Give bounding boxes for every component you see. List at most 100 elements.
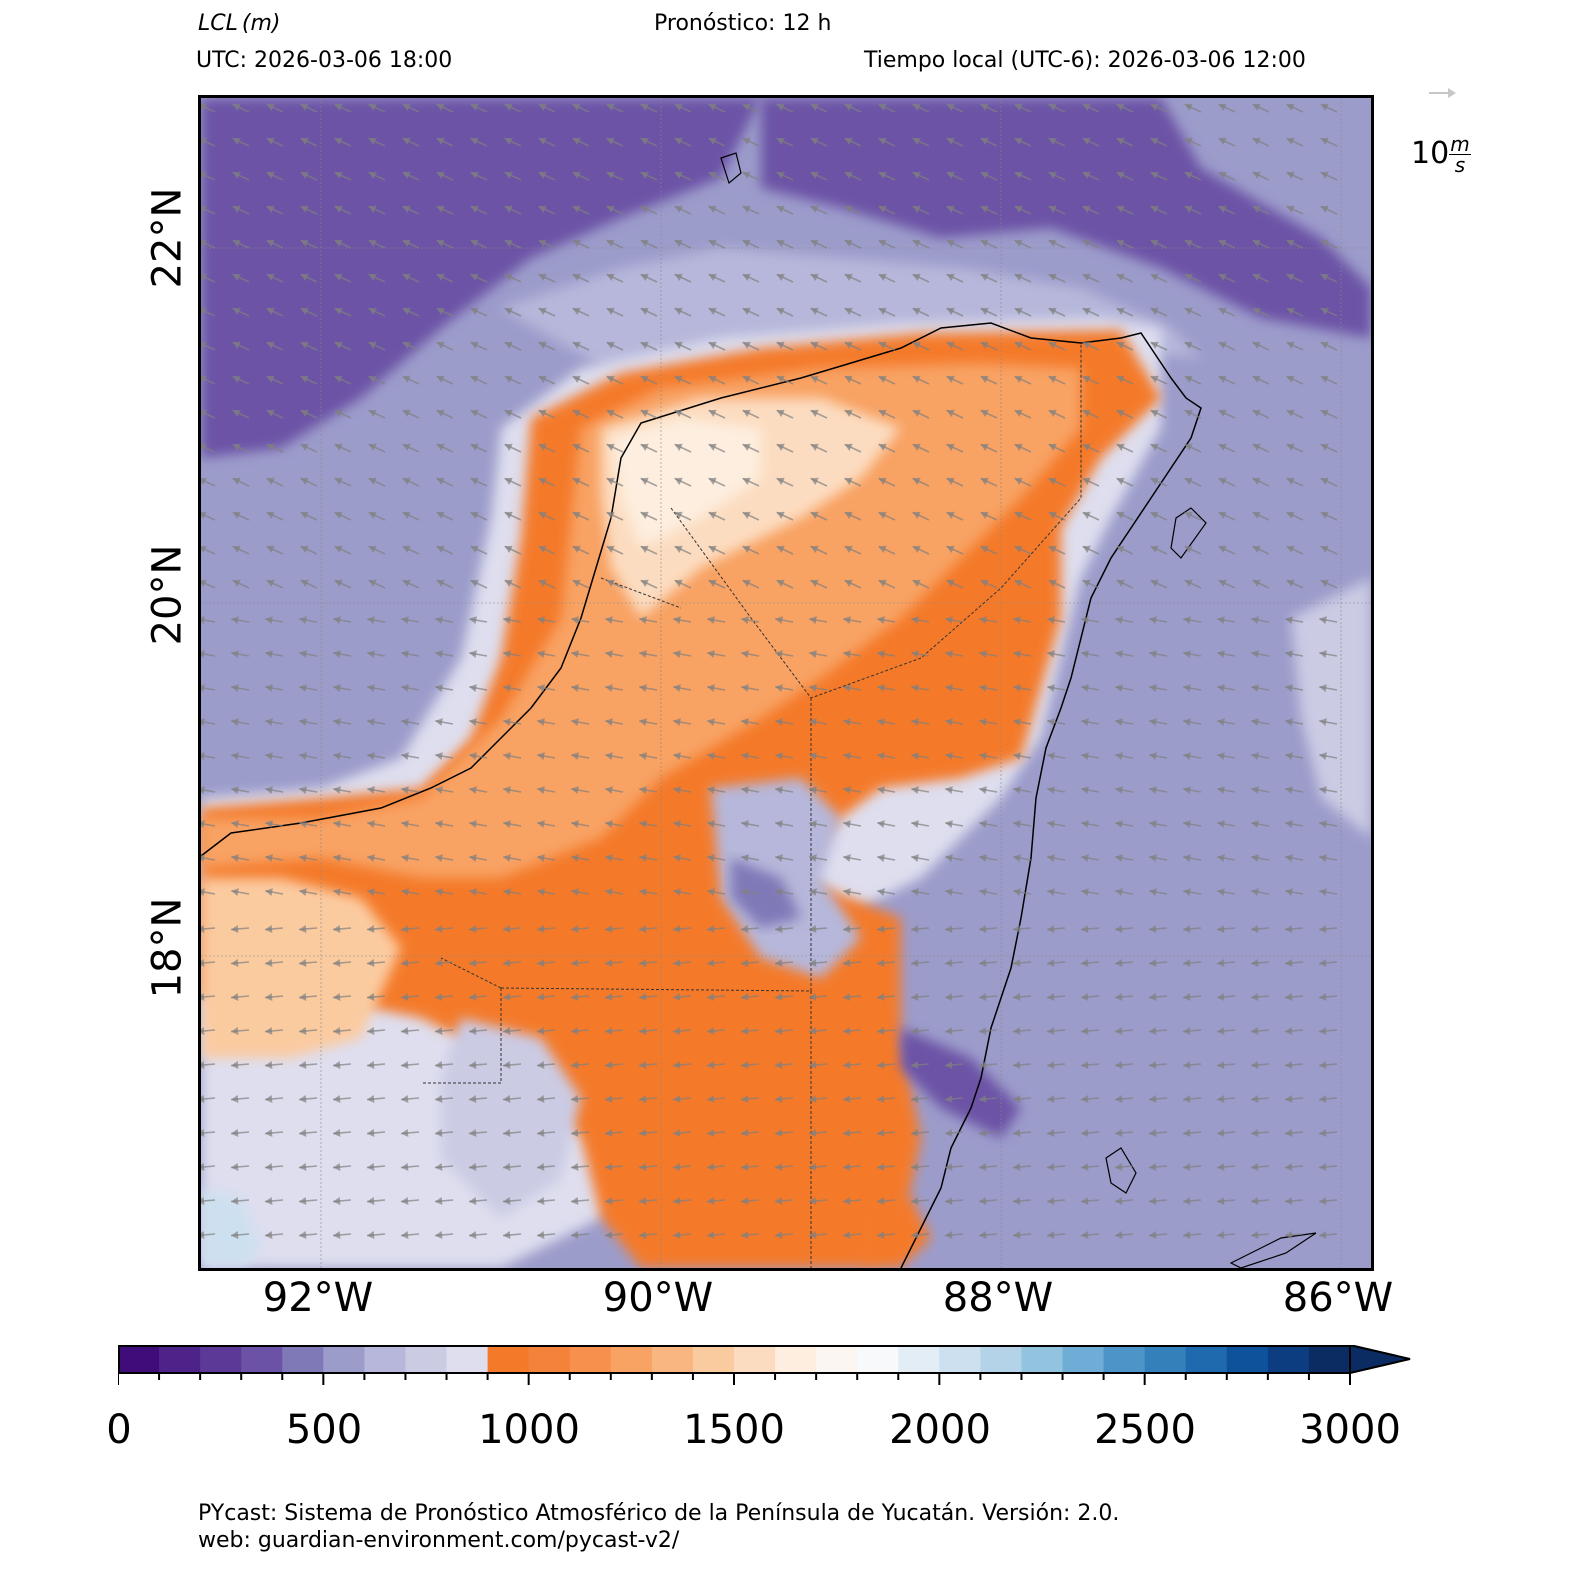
wind-arrow-head bbox=[201, 443, 207, 451]
wind-arrow-head bbox=[1116, 273, 1125, 281]
wind-arrow-head bbox=[1320, 103, 1329, 111]
wind-arrow-head bbox=[435, 650, 443, 659]
wind-arrow-head bbox=[503, 786, 511, 795]
wind-arrow-head bbox=[1149, 786, 1157, 795]
wind-arrow-head bbox=[741, 992, 749, 1001]
map-panel[interactable] bbox=[198, 95, 1374, 1271]
wind-arrow-head bbox=[1217, 1060, 1225, 1069]
wind-arrow-head bbox=[232, 171, 241, 179]
wind-arrow-head bbox=[265, 650, 273, 659]
wind-arrow-head bbox=[368, 171, 377, 179]
lcl-field-1300m bbox=[201, 363, 1081, 878]
wind-arrow-head bbox=[979, 752, 987, 761]
wind-arrow-head bbox=[946, 443, 955, 451]
wind-arrow-head bbox=[979, 1230, 987, 1239]
wind-arrow-head bbox=[367, 1162, 375, 1171]
wind-arrow-head bbox=[673, 684, 681, 693]
wind-arrow-head bbox=[266, 205, 275, 213]
wind-arrow-head bbox=[504, 205, 513, 213]
wind-arrow-head bbox=[1082, 171, 1091, 179]
wind-arrow-head bbox=[537, 992, 545, 1001]
wind-arrow-head bbox=[367, 786, 375, 795]
wind-arrow-head bbox=[504, 341, 513, 349]
wind-arrow-head bbox=[1082, 477, 1091, 485]
wind-arrow-head bbox=[266, 239, 275, 247]
wind-arrow-head bbox=[1184, 273, 1193, 281]
wind-arrow-head bbox=[504, 511, 513, 519]
wind-arrow-head bbox=[674, 443, 683, 451]
wind-arrow-head bbox=[741, 752, 749, 761]
wind-arrow-head bbox=[538, 511, 547, 519]
wind-arrow-head bbox=[1285, 992, 1293, 1001]
wind-arrow-head bbox=[266, 477, 275, 485]
wind-arrow-head bbox=[1115, 992, 1123, 1001]
wind-arrow-head bbox=[606, 137, 615, 145]
wind-arrow-head bbox=[503, 820, 511, 829]
colorbar-bin bbox=[734, 1345, 776, 1373]
wind-arrow-head bbox=[571, 1230, 579, 1239]
wind-arrow-head bbox=[572, 273, 581, 281]
wind-arrow-head bbox=[571, 1128, 579, 1137]
wind-arrow-head bbox=[775, 854, 783, 863]
wind-arrow-head bbox=[810, 171, 819, 179]
wind-arrow-head bbox=[945, 888, 953, 897]
colorbar-bin bbox=[1021, 1345, 1064, 1373]
wind-arrow-head bbox=[402, 511, 411, 519]
wind-arrow-head bbox=[809, 888, 817, 897]
wind-arrow-head bbox=[1184, 443, 1193, 451]
wind-arrow-head bbox=[980, 307, 989, 315]
colorbar-bin bbox=[446, 1345, 489, 1373]
wind-arrow-head bbox=[1115, 718, 1123, 727]
wind-arrow-head bbox=[810, 511, 819, 519]
wind-arrow-head bbox=[639, 1128, 647, 1137]
wind-arrow-head bbox=[435, 854, 443, 863]
wind-arrow-head bbox=[912, 307, 921, 315]
wind-arrow-head bbox=[1116, 103, 1125, 111]
wind-arrow-head bbox=[266, 103, 275, 111]
wind-arrow-head bbox=[201, 307, 207, 315]
wind-arrow-head bbox=[911, 1196, 919, 1205]
wind-arrow-head bbox=[436, 341, 445, 349]
wind-arrow-head bbox=[1319, 992, 1327, 1001]
wind-arrow-head bbox=[843, 1128, 851, 1137]
wind-arrow-head bbox=[201, 854, 205, 863]
wind-arrow-head bbox=[367, 1128, 375, 1137]
wind-arrow-head bbox=[201, 341, 207, 349]
wind-arrow-head bbox=[1116, 137, 1125, 145]
wind-arrow-head bbox=[844, 205, 853, 213]
wind-arrow-head bbox=[538, 341, 547, 349]
wind-arrow-head bbox=[231, 650, 239, 659]
wind-arrow-head bbox=[912, 273, 921, 281]
wind-arrow-head bbox=[979, 992, 987, 1001]
wind-arrow-head bbox=[538, 545, 547, 553]
wind-arrow-head bbox=[809, 1128, 817, 1137]
wind-arrow-head bbox=[232, 103, 241, 111]
wind-arrow-head bbox=[537, 854, 545, 863]
wind-arrow-head bbox=[877, 786, 885, 795]
variable-name: LCL bbox=[198, 11, 238, 36]
wind-arrow-head bbox=[1047, 992, 1055, 1001]
wind-arrow-head bbox=[265, 1196, 273, 1205]
wind-arrow-head bbox=[201, 718, 205, 727]
wind-arrow-head bbox=[640, 579, 649, 587]
wind-arrow-head bbox=[435, 616, 443, 625]
wind-arrow-head bbox=[368, 409, 377, 417]
wind-arrow-head bbox=[435, 820, 443, 829]
wind-arrow-head bbox=[470, 307, 479, 315]
wind-key-units-num: m bbox=[1449, 132, 1471, 156]
wind-arrow-head bbox=[980, 443, 989, 451]
wind-arrow-head bbox=[1251, 616, 1259, 625]
lcl-field-high-sw-corner bbox=[201, 1188, 261, 1268]
wind-arrow-head bbox=[402, 171, 411, 179]
wind-arrow-head bbox=[1115, 752, 1123, 761]
wind-arrow-head bbox=[201, 1230, 205, 1239]
wind-arrow-head bbox=[674, 307, 683, 315]
wind-key-value: 10 bbox=[1411, 136, 1450, 171]
wind-arrow-head bbox=[1285, 854, 1293, 863]
wind-arrow-head bbox=[1081, 786, 1089, 795]
wind-arrow-head bbox=[742, 273, 751, 281]
wind-arrow-head bbox=[201, 477, 207, 485]
wind-arrow-head bbox=[538, 409, 547, 417]
wind-arrow-head bbox=[673, 924, 681, 933]
